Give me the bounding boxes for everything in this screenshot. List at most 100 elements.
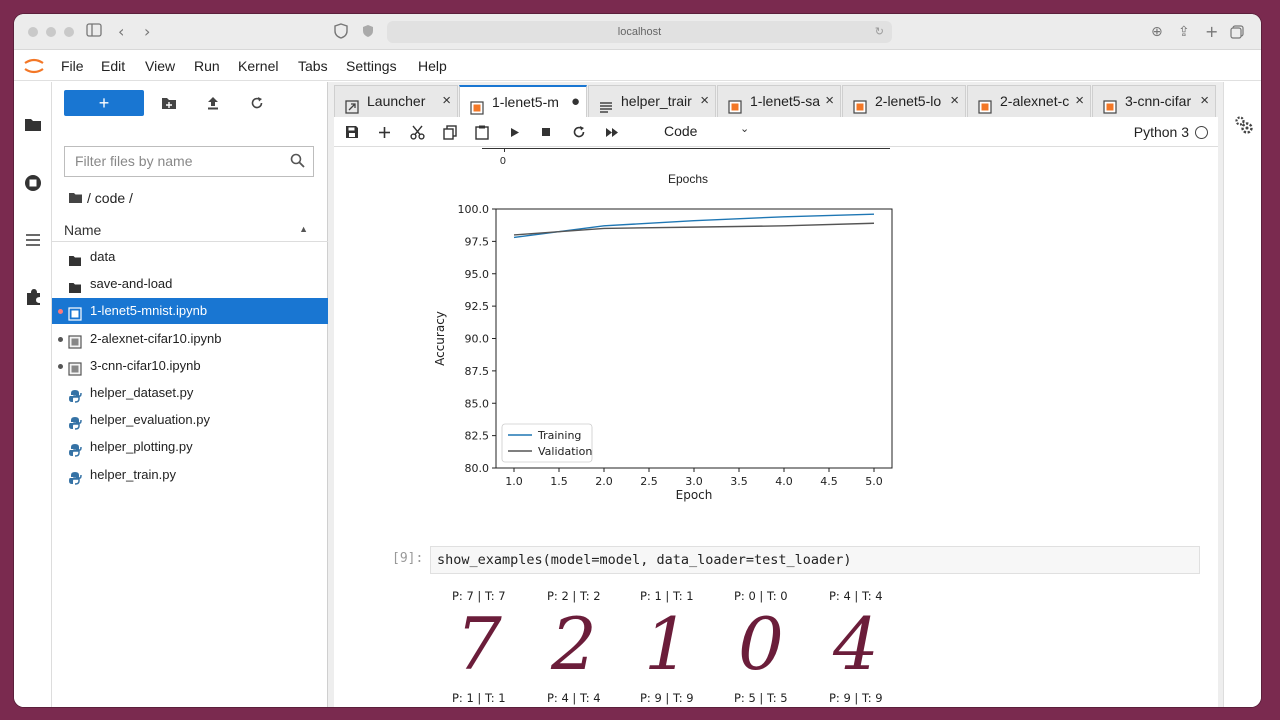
file-item-helper-evaluation-py[interactable]: helper_evaluation.py bbox=[52, 407, 328, 433]
menu-kernel[interactable]: Kernel bbox=[238, 58, 279, 74]
home-folder-icon[interactable] bbox=[68, 192, 83, 204]
notebook-content: 0 Epochs 1.0 1.5 2.0 2.5 3.0 3.5 4.0 4.5 5.0 80.0… bbox=[334, 148, 1218, 707]
tab-1-lenet5-sa[interactable]: 1-lenet5-sa × bbox=[717, 85, 841, 117]
filter-files-input[interactable]: Filter files by name bbox=[64, 146, 314, 177]
close-icon[interactable]: × bbox=[442, 92, 451, 109]
unsaved-dot-icon[interactable]: ● bbox=[570, 93, 580, 110]
privacy-icon[interactable] bbox=[334, 23, 348, 44]
cut-icon[interactable] bbox=[409, 124, 425, 140]
new-launcher-button[interactable]: + bbox=[64, 90, 144, 116]
folder-icon[interactable] bbox=[23, 114, 43, 134]
menu-settings[interactable]: Settings bbox=[346, 58, 397, 74]
menu-edit[interactable]: Edit bbox=[101, 58, 126, 74]
close-icon[interactable]: × bbox=[1075, 92, 1084, 109]
shield-icon[interactable] bbox=[362, 23, 374, 43]
copy-icon[interactable] bbox=[442, 124, 458, 140]
y-tick-label: 97.5 bbox=[465, 235, 490, 248]
tab-label: 3-cnn-cifar bbox=[1125, 93, 1192, 109]
run-cell-icon[interactable] bbox=[506, 124, 522, 140]
tab-2-alexnet-c[interactable]: 2-alexnet-c × bbox=[967, 85, 1091, 117]
file-item-3-cnn-cifar10-ipynb[interactable]: 3-cnn-cifar10.ipynb bbox=[52, 353, 328, 379]
share-icon[interactable]: ⇪ bbox=[1178, 24, 1190, 40]
file-browser: + Filter files by name / code / Name ▲ d… bbox=[52, 82, 328, 707]
close-icon[interactable]: × bbox=[1200, 92, 1209, 109]
menu-tabs[interactable]: Tabs bbox=[298, 58, 328, 74]
url-text: localhost bbox=[617, 26, 662, 38]
notebook-icon bbox=[853, 94, 867, 114]
example-prediction-label: P: 1 | T: 1 bbox=[452, 691, 506, 705]
x-tick-label: 3.5 bbox=[730, 475, 748, 488]
menu-view[interactable]: View bbox=[145, 58, 176, 74]
menu-help[interactable]: Help bbox=[418, 58, 447, 74]
y-tick-label: 85.0 bbox=[465, 397, 490, 410]
new-tab-icon[interactable]: + bbox=[1205, 22, 1219, 41]
digit-image-4: 4 bbox=[833, 602, 879, 686]
notebook-icon bbox=[68, 304, 82, 321]
sort-ascending-icon: ▲ bbox=[299, 224, 308, 234]
example-prediction-label: P: 9 | T: 9 bbox=[829, 691, 883, 705]
close-icon[interactable]: × bbox=[825, 92, 834, 109]
running-indicator-icon bbox=[58, 336, 63, 342]
tab-3-cnn-cifar[interactable]: 3-cnn-cifar × bbox=[1092, 85, 1216, 117]
file-item-helper-train-py[interactable]: helper_train.py bbox=[52, 462, 328, 488]
forward-icon[interactable]: › bbox=[144, 22, 151, 41]
reload-icon[interactable]: ↻ bbox=[874, 26, 884, 38]
upload-icon[interactable] bbox=[204, 94, 222, 112]
close-icon[interactable]: × bbox=[700, 92, 709, 109]
address-bar[interactable]: localhost ↻ bbox=[387, 21, 892, 43]
name-column-header[interactable]: Name ▲ bbox=[52, 216, 328, 242]
tab-overview-icon[interactable] bbox=[1230, 24, 1244, 44]
breadcrumb: / code / bbox=[68, 190, 133, 206]
refresh-icon[interactable] bbox=[248, 94, 266, 112]
cell-type-select[interactable]: Code ⌄ bbox=[664, 123, 749, 139]
stop-kernel-icon[interactable] bbox=[538, 124, 554, 140]
notebook-icon bbox=[978, 94, 992, 114]
filter-placeholder: Filter files by name bbox=[75, 153, 193, 169]
minimize-window-dot[interactable] bbox=[46, 27, 56, 37]
python-icon bbox=[68, 386, 82, 403]
x-tick-label: 1.0 bbox=[505, 475, 523, 488]
tab-1-lenet5-m[interactable]: 1-lenet5-m ● bbox=[459, 85, 587, 117]
fast-forward-icon[interactable] bbox=[604, 124, 620, 140]
new-folder-icon[interactable] bbox=[160, 94, 178, 112]
file-item-helper-dataset-py[interactable]: helper_dataset.py bbox=[52, 380, 328, 406]
paste-icon[interactable] bbox=[474, 124, 490, 140]
series-line-validation bbox=[513, 222, 875, 236]
file-item-1-lenet5-mnist-ipynb[interactable]: 1-lenet5-mnist.ipynb bbox=[52, 298, 328, 325]
maximize-window-dot[interactable] bbox=[64, 27, 74, 37]
running-kernels-icon[interactable] bbox=[23, 173, 43, 193]
kernel-status[interactable]: Python 3 bbox=[1134, 124, 1208, 140]
sidebar-toggle-icon[interactable] bbox=[86, 22, 102, 42]
app-window: ‹ › localhost ↻ ⊕ ⇪ + File Edit View Run… bbox=[14, 14, 1261, 707]
legend-label-validation: Validation bbox=[538, 445, 592, 458]
close-window-dot[interactable] bbox=[28, 27, 38, 37]
accuracy-chart: 1.0 1.5 2.0 2.5 3.0 3.5 4.0 4.5 5.0 80.0 82.5 85.0 8… bbox=[433, 203, 893, 502]
extensions-icon[interactable] bbox=[23, 287, 43, 307]
add-cell-icon[interactable] bbox=[376, 124, 392, 140]
file-item-save-and-load[interactable]: save-and-load bbox=[52, 271, 328, 297]
code-cell-input[interactable]: show_examples(model=model, data_loader=t… bbox=[430, 546, 1200, 574]
tab-helper-trair[interactable]: helper_trair × bbox=[588, 85, 716, 117]
example-prediction-label: P: 4 | T: 4 bbox=[829, 589, 883, 603]
close-icon[interactable]: × bbox=[950, 92, 959, 109]
menu-file[interactable]: File bbox=[61, 58, 84, 74]
back-icon[interactable]: ‹ bbox=[118, 22, 125, 41]
file-item-2-alexnet-cifar10-ipynb[interactable]: 2-alexnet-cifar10.ipynb bbox=[52, 326, 328, 352]
breadcrumb-path[interactable]: / code / bbox=[87, 190, 133, 206]
property-inspector-icon[interactable] bbox=[1233, 114, 1255, 141]
chevron-down-icon: ⌄ bbox=[740, 123, 750, 135]
save-icon[interactable] bbox=[344, 124, 360, 140]
table-of-contents-icon[interactable] bbox=[23, 230, 43, 250]
example-prediction-label: P: 1 | T: 1 bbox=[640, 589, 694, 603]
y-tick-label: 90.0 bbox=[465, 333, 490, 346]
x-tick-label: 5.0 bbox=[865, 475, 883, 488]
restart-kernel-icon[interactable] bbox=[571, 124, 587, 140]
tab-2-lenet5-lo[interactable]: 2-lenet5-lo × bbox=[842, 85, 966, 117]
menu-run[interactable]: Run bbox=[194, 58, 220, 74]
file-item-helper-plotting-py[interactable]: helper_plotting.py bbox=[52, 434, 328, 460]
tab-launcher[interactable]: Launcher × bbox=[334, 85, 458, 117]
file-item-data[interactable]: data bbox=[52, 244, 328, 270]
kernel-idle-icon bbox=[1195, 125, 1208, 139]
download-icon[interactable]: ⊕ bbox=[1151, 24, 1163, 40]
x-tick-label: 4.0 bbox=[775, 475, 793, 488]
